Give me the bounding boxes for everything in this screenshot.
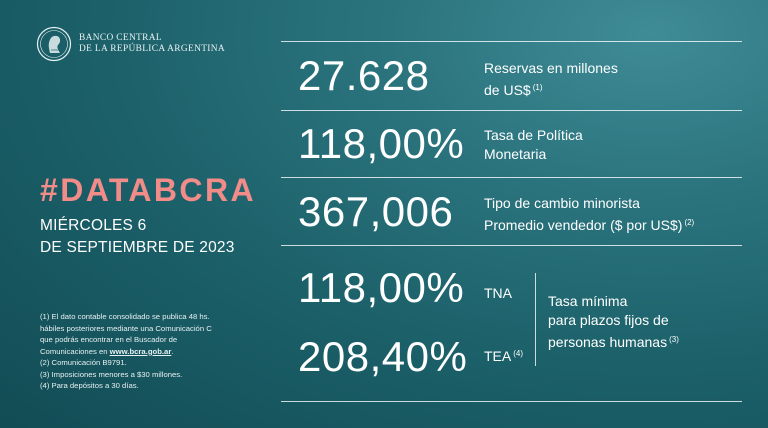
divider	[281, 245, 742, 246]
vertical-divider	[535, 273, 536, 366]
tna-label: TNA	[484, 285, 512, 301]
footnote-line: hábiles posteriores mediante una Comunic…	[40, 323, 212, 333]
reserves-label: Reservas en millones de US$ (1)	[484, 59, 618, 100]
footnotes: (1) El dato contable consolidado se publ…	[40, 311, 275, 392]
footnote-line-link: Comunicaciones en www.bcra.gob.ar.	[40, 346, 275, 358]
fixed-term-label-line1: Tasa mínima	[548, 293, 628, 309]
footnote-line: (3) Imposiciones menores a $30 millones.	[40, 369, 183, 379]
seal-icon	[36, 26, 72, 62]
divider	[281, 401, 742, 402]
bcra-website-link[interactable]: www.bcra.gob.ar	[109, 346, 172, 356]
exchange-rate-label: Tipo de cambio minorista Promedio vended…	[484, 194, 694, 235]
report-date: MIÉRCOLES 6 DE SEPTIEMBRE DE 2023	[40, 215, 235, 259]
footnote-ref: (2)	[684, 218, 695, 227]
divider	[281, 177, 742, 178]
footnote-link-suffix: .	[171, 346, 174, 356]
footnote-line: (4) Para depósitos a 30 días.	[40, 381, 139, 390]
tea-label: TEA (4)	[484, 348, 523, 364]
footnote-line: (1) El dato contable consolidado se publ…	[40, 312, 210, 321]
footnote-ref: (1)	[532, 83, 543, 92]
policy-rate-label-line2: Monetaria	[484, 146, 547, 162]
fixed-term-label-line2: para plazos fijos de	[548, 312, 669, 328]
policy-rate-label: Tasa de Política Monetaria	[484, 126, 583, 164]
divider	[281, 110, 742, 111]
reserves-label-line1: Reservas en millones	[484, 60, 618, 76]
bcra-logo[interactable]: BANCO CENTRAL DE LA REPÚBLICA ARGENTINA	[36, 26, 225, 62]
fixed-term-label-line3: personas humanas (3)	[548, 330, 679, 352]
logo-text: BANCO CENTRAL DE LA REPÚBLICA ARGENTINA	[79, 33, 225, 55]
exchange-rate-value: 367,006	[298, 188, 454, 235]
divider	[281, 41, 742, 42]
exchange-rate-label-line2: Promedio vendedor ($ por US$) (2)	[484, 213, 694, 235]
reserves-label-line2: de US$ (1)	[484, 78, 618, 100]
date-line1: MIÉRCOLES 6	[40, 217, 147, 234]
fixed-term-label-text: personas humanas	[548, 334, 668, 350]
reserves-label-text: de US$	[484, 82, 531, 98]
reserves-value: 27.628	[298, 52, 430, 99]
footnote-ref: (4)	[513, 349, 524, 358]
hashtag-title: #DATABCRA	[40, 172, 256, 208]
logo-line2: DE LA REPÚBLICA ARGENTINA	[79, 44, 225, 54]
logo-line1: BANCO CENTRAL	[79, 33, 162, 43]
date-line2: DE SEPTIEMBRE DE 2023	[40, 239, 235, 256]
footnote-line: que podrás encontrar en el Buscador de	[40, 335, 178, 344]
footnote-line: (2) Comunicación B9791.	[40, 358, 127, 367]
tea-label-text: TEA	[484, 348, 512, 364]
footnote-ref: (3)	[669, 335, 679, 344]
footnote-link-prefix: Comunicaciones en	[40, 346, 110, 356]
exchange-rate-label-text: Promedio vendedor ($ por US$)	[484, 217, 683, 233]
policy-rate-label-line1: Tasa de Política	[484, 127, 583, 143]
policy-rate-value: 118,00%	[298, 120, 465, 167]
tea-value: 208,40%	[298, 333, 468, 380]
exchange-rate-label-line1: Tipo de cambio minorista	[484, 195, 640, 211]
fixed-term-label: Tasa mínima para plazos fijos de persona…	[548, 292, 679, 352]
tna-value: 118,00%	[298, 264, 465, 311]
